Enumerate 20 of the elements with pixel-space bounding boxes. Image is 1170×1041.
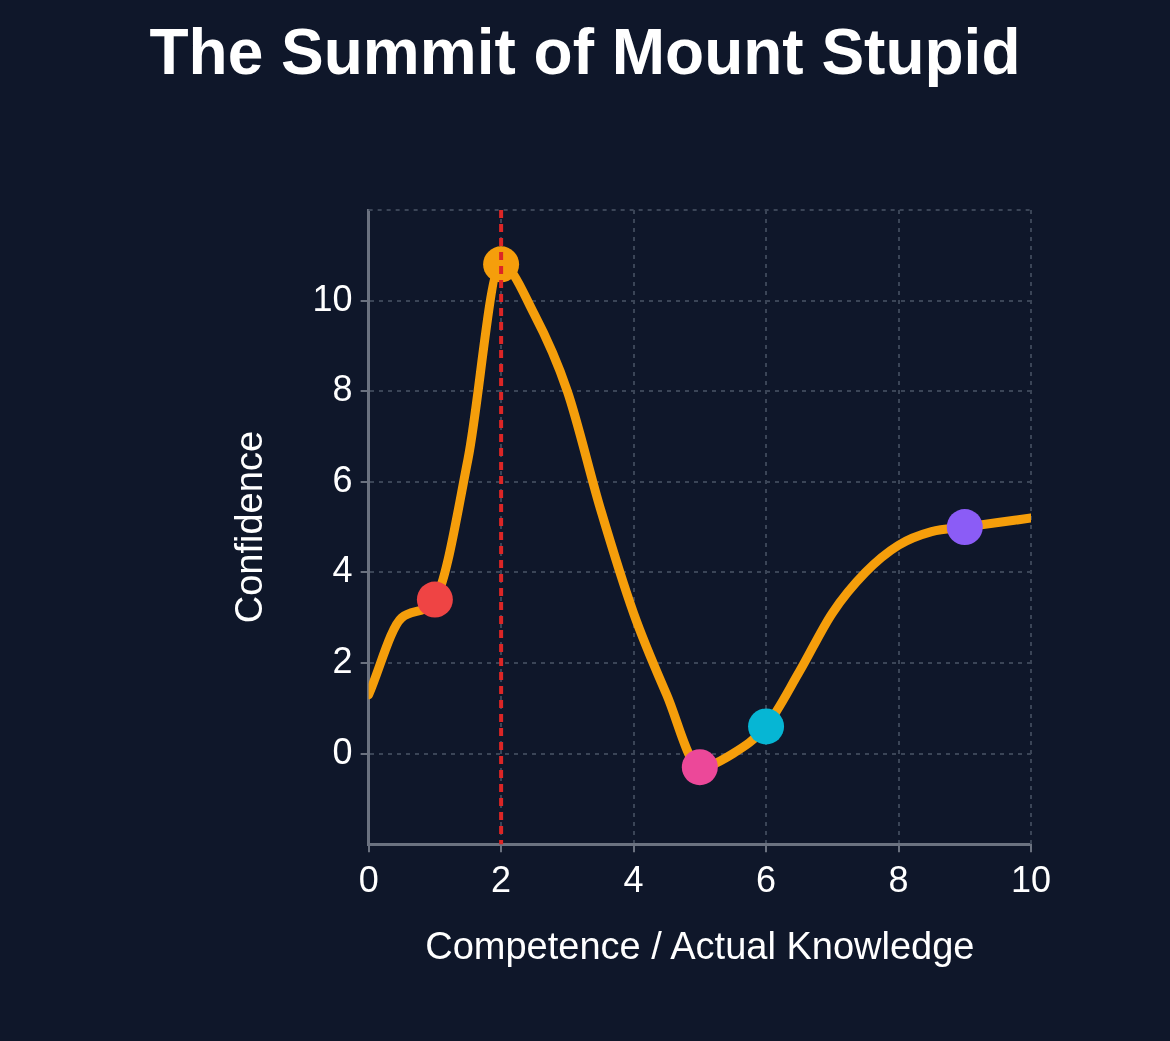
chart-title: The Summit of Mount Stupid bbox=[149, 15, 1021, 88]
x-tick-label: 2 bbox=[491, 858, 512, 900]
x-tick-label: 0 bbox=[358, 858, 379, 900]
y-tick-label: 10 bbox=[312, 277, 353, 319]
x-tick-label: 8 bbox=[888, 858, 909, 900]
x-tick-label: 10 bbox=[1010, 858, 1052, 900]
x-tick-label: 6 bbox=[756, 858, 777, 900]
y-tick-label: 4 bbox=[332, 549, 353, 591]
point bbox=[416, 581, 453, 618]
point bbox=[483, 246, 520, 283]
y-tick-label: 6 bbox=[332, 458, 353, 500]
point bbox=[748, 708, 785, 745]
x-axis-title: Competence / Actual Knowledge bbox=[425, 924, 975, 967]
point bbox=[946, 509, 983, 546]
x-tick-label: 4 bbox=[623, 858, 644, 900]
y-tick-label: 0 bbox=[332, 730, 353, 772]
y-tick-label: 8 bbox=[332, 368, 353, 410]
y-tick-label: 2 bbox=[332, 639, 353, 681]
point bbox=[681, 749, 718, 786]
y-axis-title: Confidence bbox=[228, 430, 271, 624]
